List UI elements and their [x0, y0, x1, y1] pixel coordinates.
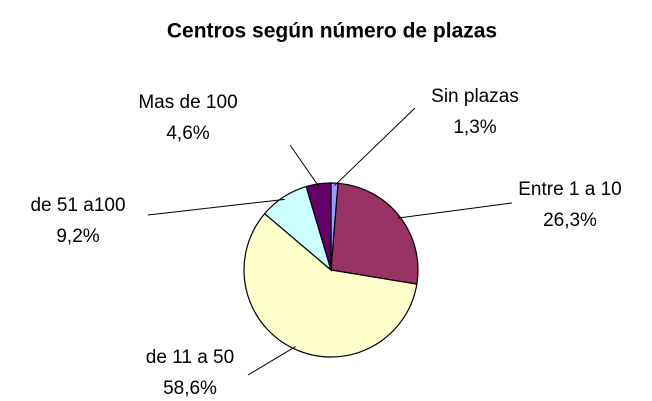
- slice-value-label: 58,6%: [163, 378, 217, 399]
- slice-label: Sin plazas: [431, 86, 519, 107]
- pie-slice: [330, 182, 419, 285]
- chart-title: Centros según número de plazas: [167, 20, 497, 43]
- pie-slice: [243, 212, 418, 358]
- slice-label: Entre 1 a 10: [518, 179, 622, 200]
- leader-line: [289, 144, 320, 187]
- leader-line: [334, 107, 416, 187]
- slice-label: de 51 a100: [30, 195, 125, 216]
- slice-value-label: 9,2%: [56, 226, 99, 247]
- leader-line: [397, 202, 513, 219]
- slice-label: Mas de 100: [138, 92, 237, 113]
- slice-value-label: 26,3%: [543, 210, 597, 231]
- pie-slice: [305, 182, 332, 271]
- leader-line: [147, 198, 285, 216]
- slice-value-label: 4,6%: [166, 123, 209, 144]
- leader-line: [247, 346, 296, 376]
- slice-label: de 11 a 50: [146, 347, 234, 368]
- slice-value-label: 1,3%: [453, 117, 496, 138]
